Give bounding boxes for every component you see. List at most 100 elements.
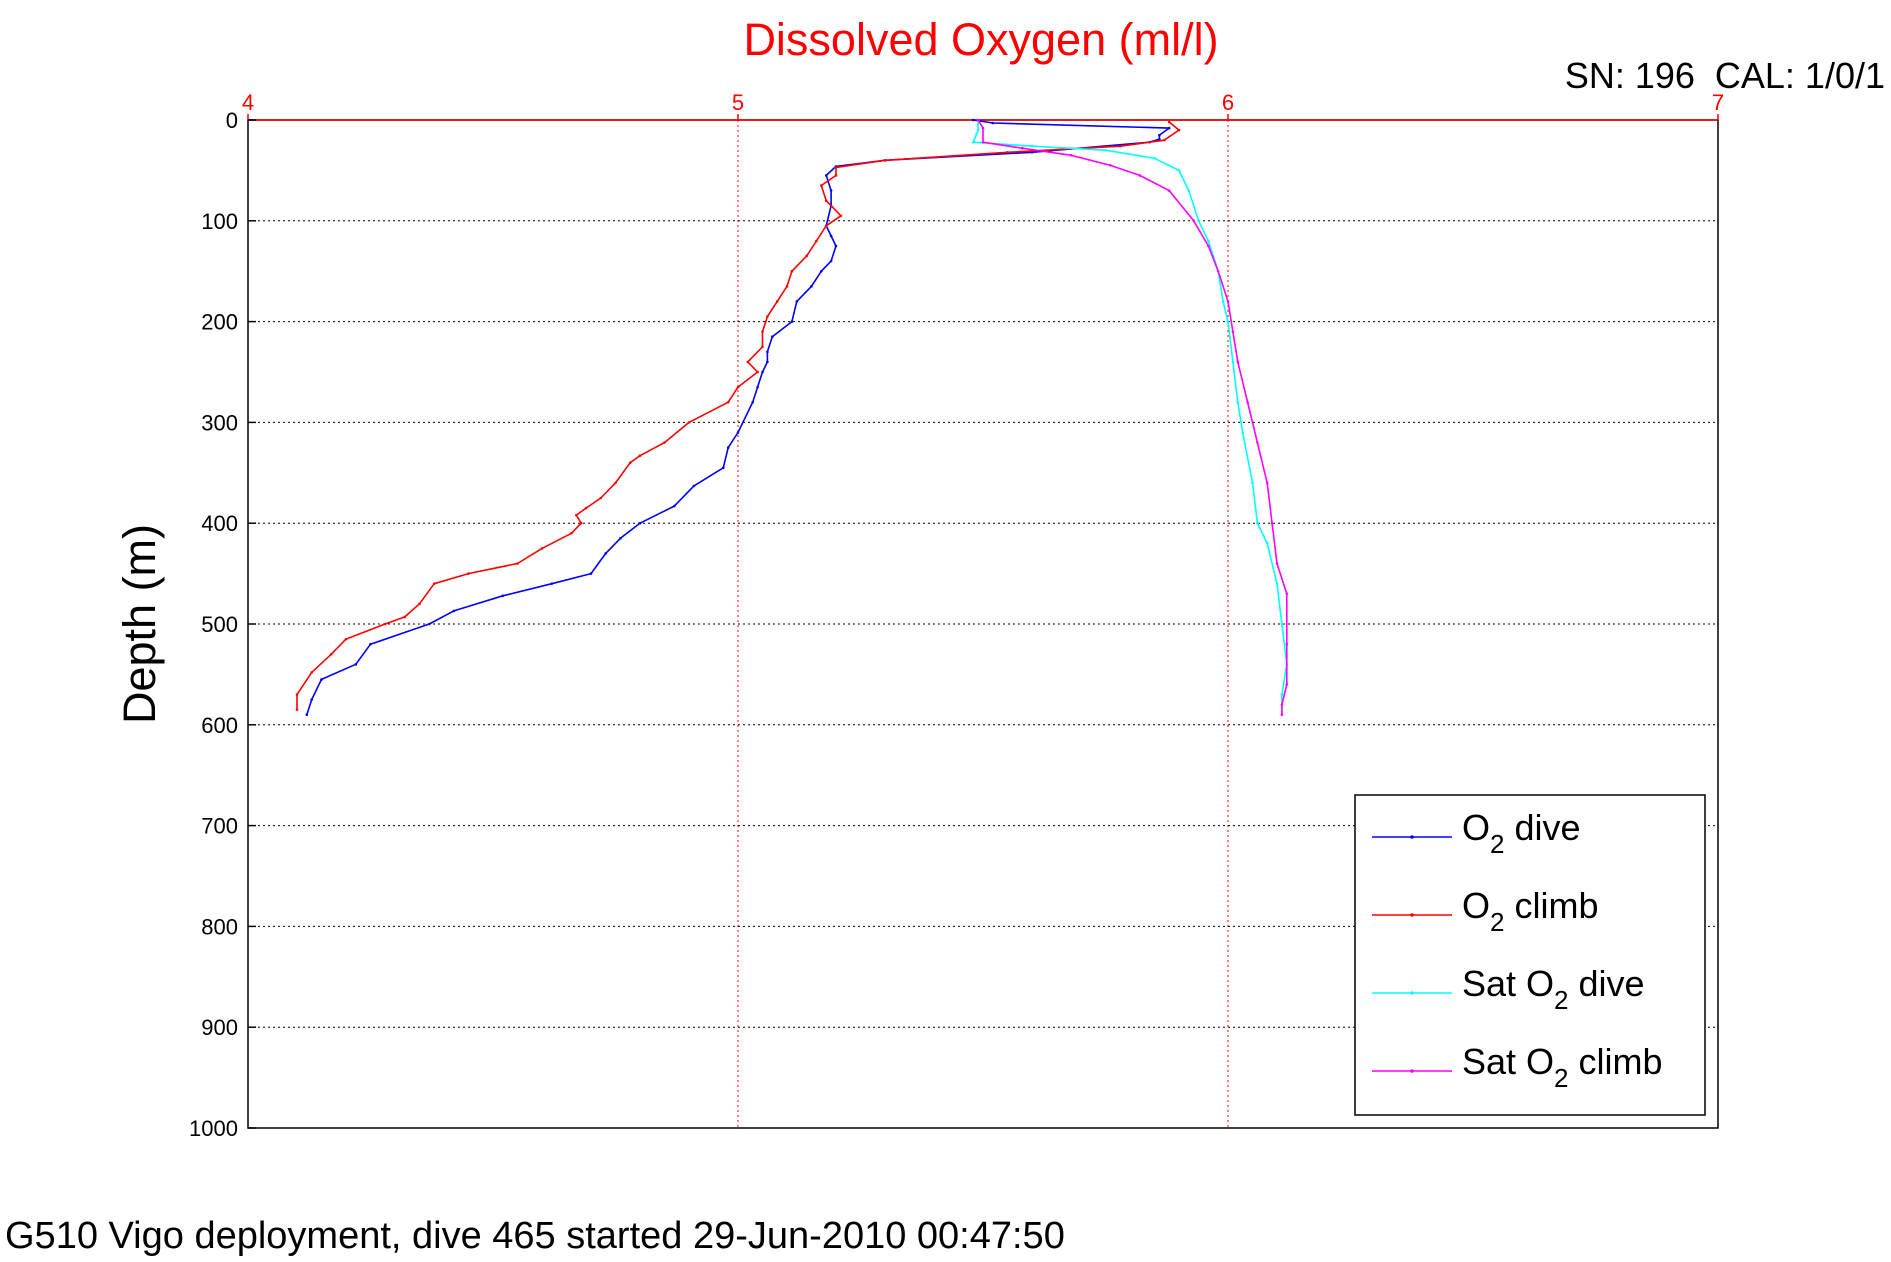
data-point-o2-climb-37 <box>432 582 436 585</box>
data-point-sat-o2-climb-14 <box>1246 400 1249 404</box>
data-point-sat-o2-climb-10 <box>1216 269 1220 273</box>
data-point-o2-dive-2 <box>1167 126 1171 130</box>
data-point-o2-climb-40 <box>383 622 387 626</box>
data-point-o2-climb-20 <box>746 360 750 364</box>
data-series <box>295 118 1289 717</box>
data-point-o2-climb-38 <box>418 602 421 606</box>
y-tick-label-700: 700 <box>201 814 238 839</box>
series-line-sat-o2-climb <box>977 119 1288 715</box>
data-point-sat-o2-dive-18 <box>1265 542 1269 545</box>
data-point-sat-o2-climb-3 <box>1020 146 1024 150</box>
data-point-o2-climb-7 <box>834 174 838 177</box>
data-point-o2-climb-35 <box>516 562 519 565</box>
data-point-o2-climb-22 <box>736 385 740 389</box>
data-point-sat-o2-dive-19 <box>1275 582 1279 585</box>
data-point-o2-climb-33 <box>570 531 573 535</box>
data-point-sat-o2-dive-12 <box>1226 320 1230 323</box>
data-point-o2-climb-1 <box>1177 128 1181 132</box>
series-sat-o2-climb <box>976 118 1289 717</box>
data-point-sat-o2-climb-15 <box>1256 441 1259 444</box>
data-point-sat-o2-dive-8 <box>1197 219 1200 223</box>
data-point-o2-climb-42 <box>330 652 333 656</box>
data-point-o2-dive-38 <box>428 622 431 626</box>
data-point-o2-climb-21 <box>756 370 759 374</box>
data-point-o2-dive-19 <box>790 320 794 323</box>
data-point-o2-dive-35 <box>550 582 554 585</box>
x-tick-label-5: 5 <box>732 90 744 115</box>
data-point-o2-dive-23 <box>761 370 764 374</box>
data-point-o2-climb-11 <box>824 224 828 228</box>
data-point-sat-o2-climb-17 <box>1270 521 1274 525</box>
data-point-sat-o2-dive-6 <box>1177 169 1181 172</box>
data-point-o2-climb-18 <box>761 330 764 333</box>
legend: O2 dive O2 climb Sat O2 dive Sat O2 climb <box>1354 794 1706 1116</box>
y-tick-label-200: 200 <box>201 310 238 335</box>
data-point-o2-dive-39 <box>369 642 372 646</box>
data-point-o2-climb-41 <box>344 637 348 641</box>
data-point-o2-climb-26 <box>638 454 642 457</box>
y-tick-label-100: 100 <box>201 209 238 234</box>
data-point-o2-climb-31 <box>575 513 578 517</box>
data-point-o2-climb-4 <box>1006 150 1009 154</box>
data-point-o2-dive-40 <box>354 663 358 666</box>
data-point-o2-climb-9 <box>824 199 828 202</box>
data-point-o2-climb-17 <box>766 315 769 318</box>
data-point-o2-climb-34 <box>540 547 544 550</box>
data-point-sat-o2-dive-2 <box>971 140 975 144</box>
data-point-o2-dive-15 <box>829 259 833 263</box>
data-point-o2-climb-32 <box>579 521 583 525</box>
data-point-sat-o2-climb-12 <box>1231 330 1235 333</box>
data-point-o2-dive-22 <box>766 360 769 364</box>
data-point-o2-climb-27 <box>628 461 632 465</box>
data-point-sat-o2-climb-22 <box>1280 703 1284 706</box>
legend-box <box>1354 794 1706 1116</box>
data-point-o2-dive-31 <box>638 521 642 525</box>
data-point-o2-climb-12 <box>815 239 818 243</box>
data-point-sat-o2-climb-13 <box>1236 360 1240 364</box>
chart-title: Dissolved Oxygen (ml/l) <box>743 14 1218 65</box>
data-point-o2-dive-3 <box>1158 133 1161 137</box>
data-point-o2-dive-21 <box>766 350 769 354</box>
data-point-sat-o2-dive-1 <box>976 128 980 132</box>
data-point-sat-o2-dive-20 <box>1280 622 1284 626</box>
data-point-sat-o2-climb-21 <box>1285 683 1289 686</box>
data-point-o2-dive-29 <box>692 484 696 488</box>
data-point-o2-climb-15 <box>785 285 789 288</box>
data-point-o2-climb-43 <box>310 671 314 674</box>
series-sat-o2-dive <box>971 118 1289 717</box>
data-point-o2-dive-13 <box>829 234 833 238</box>
y-axis-label: Depth (m) <box>114 524 165 724</box>
data-point-o2-climb-14 <box>790 269 794 273</box>
data-point-sat-o2-climb-0 <box>976 118 980 122</box>
data-point-o2-climb-16 <box>775 300 779 303</box>
data-point-sat-o2-dive-11 <box>1221 300 1225 303</box>
data-point-o2-climb-25 <box>663 441 666 444</box>
legend-label-sat-o2-dive: Sat O2 dive <box>1462 963 1645 1015</box>
y-tick-label-500: 500 <box>201 612 238 637</box>
data-point-sat-o2-climb-5 <box>1109 164 1112 167</box>
data-point-o2-dive-16 <box>820 269 823 273</box>
data-point-o2-dive-37 <box>452 609 456 613</box>
data-point-sat-o2-climb-23 <box>1280 713 1284 717</box>
data-point-sat-o2-climb-11 <box>1226 300 1230 303</box>
data-point-o2-climb-28 <box>614 481 617 485</box>
data-point-o2-climb-6 <box>834 166 838 169</box>
data-point-o2-dive-4 <box>1158 137 1161 141</box>
data-point-o2-dive-27 <box>726 446 730 449</box>
legend-marker-o2-climb <box>1410 913 1414 917</box>
data-point-o2-dive-42 <box>310 698 314 701</box>
data-point-sat-o2-climb-19 <box>1285 592 1289 596</box>
y-tick-label-600: 600 <box>201 713 238 738</box>
data-point-sat-o2-dive-13 <box>1231 360 1235 364</box>
data-point-o2-climb-23 <box>726 400 730 404</box>
data-point-o2-climb-2 <box>1163 138 1166 142</box>
data-point-o2-climb-44 <box>295 693 299 696</box>
data-point-o2-dive-18 <box>795 300 799 303</box>
legend-label-sat-o2-climb: Sat O2 climb <box>1462 1041 1663 1093</box>
data-point-o2-climb-45 <box>295 708 299 711</box>
data-point-o2-climb-0 <box>1167 120 1171 124</box>
data-point-sat-o2-climb-7 <box>1167 189 1171 192</box>
series-o2-climb <box>295 120 1181 711</box>
data-point-sat-o2-dive-14 <box>1236 400 1240 404</box>
legend-marker-sat-o2-climb <box>1410 1069 1414 1073</box>
